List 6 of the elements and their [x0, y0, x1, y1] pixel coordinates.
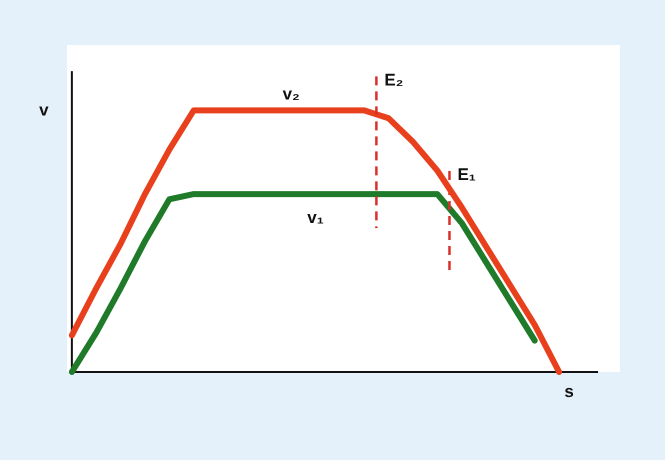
- series-label: v₁: [307, 208, 324, 228]
- y-axis-title: v: [39, 100, 50, 120]
- annotation: E₁: [457, 164, 476, 184]
- x-axis-title: s: [564, 382, 574, 401]
- series-label: v₂: [282, 84, 300, 104]
- text: E₂: [384, 70, 404, 90]
